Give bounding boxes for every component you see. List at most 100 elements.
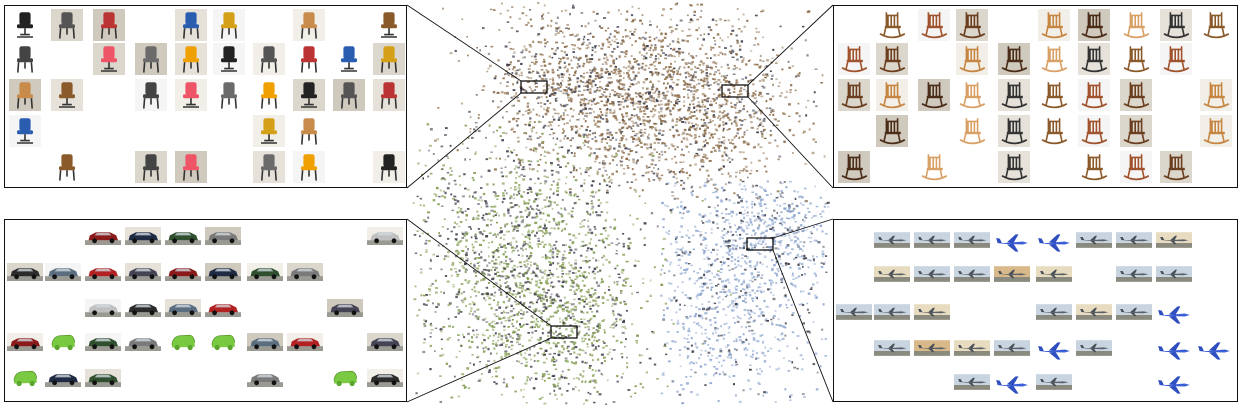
- embedding-point: [544, 296, 547, 298]
- embedding-point: [694, 65, 697, 69]
- embedding-point: [517, 335, 520, 338]
- embedding-point: [617, 86, 621, 90]
- embedding-point: [673, 55, 676, 58]
- embedding-point: [703, 153, 706, 156]
- embedding-point: [693, 270, 696, 273]
- embedding-point: [742, 140, 745, 143]
- embedding-point: [568, 73, 571, 76]
- embedding-point: [531, 336, 533, 339]
- embedding-point: [535, 113, 538, 116]
- embedding-point: [602, 319, 606, 321]
- embedding-point: [545, 320, 549, 323]
- embedding-point: [582, 62, 586, 65]
- embedding-point: [463, 291, 465, 293]
- embedding-point: [573, 44, 576, 47]
- embedding-point: [769, 134, 773, 137]
- embedding-point: [510, 304, 513, 307]
- embedding-point: [568, 245, 571, 248]
- embedding-point: [519, 282, 522, 284]
- embedding-point: [597, 114, 601, 117]
- embedding-point: [666, 70, 669, 73]
- embedding-point: [559, 320, 562, 323]
- embedding-point: [761, 135, 764, 138]
- embedding-point: [524, 235, 527, 238]
- embedding-point: [678, 393, 682, 396]
- embedding-point: [664, 258, 667, 261]
- embedding-point: [670, 170, 672, 172]
- embedding-point: [465, 305, 467, 308]
- embedding-point: [583, 85, 586, 87]
- embedding-point: [761, 311, 765, 314]
- embedding-point: [459, 344, 463, 347]
- embedding-point: [467, 188, 470, 191]
- embedding-point: [588, 133, 591, 136]
- embedding-point: [534, 216, 538, 219]
- embedding-point: [506, 92, 509, 95]
- embedding-point: [527, 278, 529, 281]
- embedding-point: [570, 98, 574, 100]
- embedding-point: [440, 291, 442, 293]
- embedding-point: [608, 351, 611, 354]
- embedding-point: [690, 391, 693, 394]
- embedding-point: [556, 342, 560, 344]
- embedding-point: [580, 321, 584, 324]
- embedding-point: [527, 213, 531, 216]
- embedding-point: [605, 238, 609, 240]
- embedding-point: [507, 155, 510, 158]
- embedding-point: [464, 124, 467, 127]
- embedding-point: [615, 57, 618, 60]
- embedding-point: [504, 166, 507, 168]
- embedding-point: [614, 267, 617, 270]
- embedding-point: [586, 84, 589, 87]
- embedding-point: [575, 169, 578, 171]
- embedding-point: [552, 148, 555, 152]
- embedding-point: [607, 46, 611, 49]
- embedding-point: [566, 114, 569, 116]
- embedding-point: [498, 306, 502, 309]
- embedding-point: [638, 92, 642, 95]
- embedding-point: [675, 24, 679, 27]
- embedding-point: [749, 59, 751, 61]
- embedding-point: [482, 218, 486, 221]
- embedding-point: [498, 126, 502, 129]
- embedding-point: [717, 361, 721, 364]
- embedding-point: [511, 337, 514, 339]
- embedding-point: [726, 129, 729, 131]
- embedding-point: [690, 361, 693, 364]
- embedding-point: [608, 181, 611, 183]
- embedding-point: [722, 288, 725, 291]
- embedding-point: [748, 291, 751, 294]
- embedding-point: [731, 56, 735, 58]
- embedding-point: [515, 333, 519, 336]
- embedding-point: [624, 55, 627, 58]
- embedding-point: [504, 73, 507, 76]
- embedding-point: [772, 48, 775, 51]
- embedding-point: [668, 171, 672, 174]
- embedding-point: [484, 200, 487, 202]
- embedding-point: [543, 232, 547, 235]
- embedding-point: [662, 371, 665, 374]
- embedding-point: [553, 227, 556, 230]
- embedding-point: [744, 291, 748, 294]
- embedding-point: [713, 366, 716, 368]
- embedding-point: [416, 314, 419, 317]
- embedding-point: [761, 263, 764, 266]
- embedding-point: [579, 167, 582, 170]
- embedding-point: [667, 66, 671, 69]
- embedding-point: [704, 214, 707, 217]
- embedding-point: [661, 141, 665, 144]
- embedding-point: [521, 158, 524, 162]
- embedding-point: [631, 130, 635, 133]
- embedding-point: [700, 160, 703, 163]
- embedding-point: [662, 130, 665, 132]
- embedding-point: [733, 340, 735, 343]
- embedding-point: [571, 341, 574, 344]
- embedding-point: [464, 187, 467, 190]
- embedding-point: [509, 16, 512, 19]
- embedding-point: [517, 140, 520, 143]
- embedding-point: [594, 379, 597, 382]
- embedding-point: [555, 359, 558, 362]
- embedding-point: [749, 172, 752, 175]
- embedding-point: [604, 219, 607, 222]
- embedding-point: [618, 55, 621, 58]
